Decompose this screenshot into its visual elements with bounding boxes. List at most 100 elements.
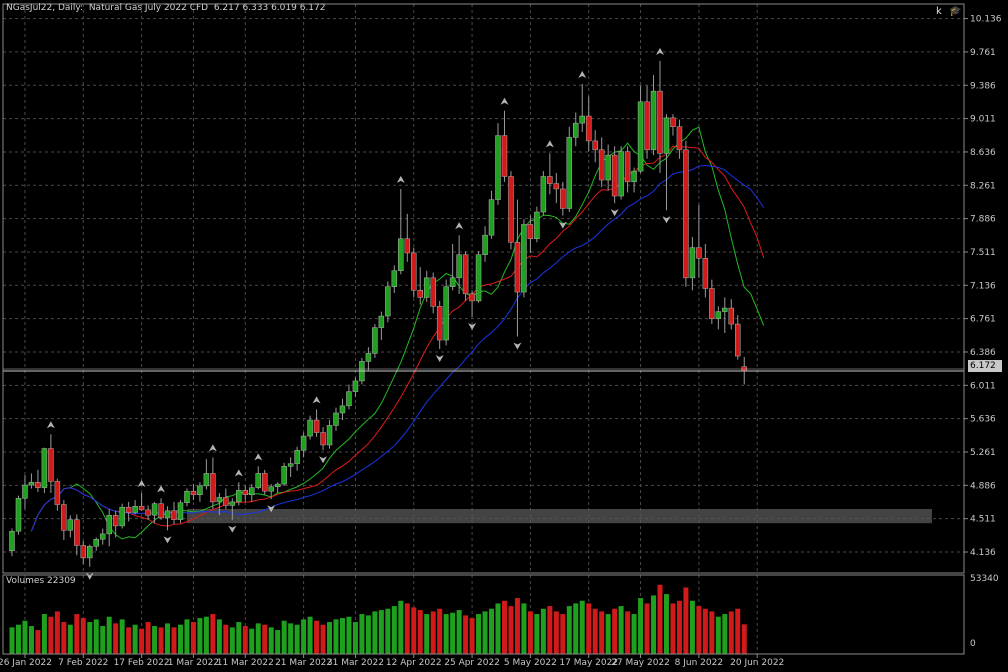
- current-price-tag: 6.172: [968, 360, 1002, 372]
- candle-body: [534, 211, 540, 239]
- candle-body: [184, 490, 190, 504]
- candle-body: [287, 463, 294, 467]
- volume-bar: [657, 584, 663, 654]
- candle-body: [164, 510, 171, 519]
- volume-bar: [534, 614, 540, 654]
- volume-bar: [197, 618, 203, 654]
- volume-bar: [171, 627, 177, 654]
- candle-body: [9, 530, 15, 552]
- candle-body: [112, 514, 119, 527]
- candle-body: [579, 115, 585, 124]
- candle-body: [624, 151, 631, 183]
- candle-body: [236, 490, 242, 503]
- volume-bar: [48, 616, 54, 654]
- candlesticks: [9, 60, 747, 567]
- candle-body: [696, 247, 702, 259]
- volume-bar: [553, 611, 559, 654]
- graduation-cap-icon[interactable]: 🎓: [948, 6, 962, 17]
- candle-body: [385, 286, 391, 317]
- fractal-down-marker: [662, 216, 671, 224]
- candle-body: [585, 115, 592, 142]
- candle-body: [709, 288, 715, 319]
- volume-bar: [35, 630, 41, 654]
- candle-body: [268, 486, 274, 492]
- volume-bar: [28, 626, 34, 654]
- candle-body: [611, 154, 618, 197]
- candle-body: [326, 425, 333, 446]
- volume-bar: [586, 603, 592, 654]
- volume-bar: [100, 626, 106, 654]
- volume-bar: [735, 608, 741, 654]
- price-tick-label: 8.636: [970, 148, 996, 158]
- candle-body: [423, 277, 430, 298]
- volume-bar: [372, 611, 378, 654]
- volume-tick-label: 0: [970, 639, 976, 649]
- candle-body: [106, 514, 112, 535]
- price-tick-label: 5.261: [970, 448, 996, 458]
- time-tick-label: 17 May 2022: [559, 658, 618, 668]
- volume-bar: [327, 622, 333, 654]
- volume-bar: [527, 611, 533, 654]
- candle-body: [618, 151, 624, 197]
- time-tick-label: 12 Apr 2022: [386, 658, 442, 668]
- volume-bar: [152, 626, 158, 654]
- volume-bar: [683, 587, 689, 654]
- volume-bar: [139, 628, 145, 654]
- time-tick-label: 7 Feb 2022: [58, 658, 108, 668]
- fractal-up-marker: [396, 175, 405, 183]
- volume-bar: [223, 624, 229, 654]
- fractal-up-marker: [208, 444, 217, 452]
- volume-bar: [288, 623, 294, 654]
- volume-bar: [404, 603, 410, 654]
- candle-body: [132, 506, 138, 513]
- one-click-trading[interactable]: k 🎓: [936, 6, 961, 17]
- candle-body: [261, 473, 268, 492]
- volume-bar: [398, 600, 404, 654]
- price-tick-label: 9.761: [970, 48, 996, 58]
- volume-bar: [579, 600, 585, 654]
- volume-bar: [702, 608, 708, 654]
- symbol-header: NGasJul22, Daily: Natural Gas July 2022 …: [6, 3, 326, 13]
- candle-body: [430, 277, 436, 307]
- price-tick-label: 4.511: [970, 515, 996, 525]
- candle-body: [462, 254, 469, 295]
- volume-bar: [339, 618, 345, 654]
- candle-body: [475, 254, 482, 302]
- candle-body: [177, 502, 184, 520]
- candle-body: [378, 315, 385, 328]
- volume-bar: [676, 600, 682, 654]
- fractal-up-marker: [500, 97, 509, 105]
- volume-bar: [268, 627, 274, 654]
- candle-body: [411, 252, 417, 291]
- fractal-down-marker: [163, 536, 172, 544]
- volume-bar: [391, 606, 397, 654]
- main-panel-border: [2, 3, 965, 574]
- fractal-down-marker: [267, 505, 276, 513]
- price-tick-label: 7.136: [970, 281, 996, 291]
- volume-bar: [501, 600, 507, 654]
- volume-tick-label: 53340: [970, 574, 999, 584]
- candle-body: [119, 506, 125, 527]
- candle-body: [54, 481, 61, 505]
- volume-bar: [87, 622, 93, 654]
- volume-bar: [605, 614, 611, 654]
- candle-body: [223, 497, 229, 506]
- volume-bar: [715, 616, 721, 654]
- volume-bar: [314, 620, 320, 654]
- fractal-down-marker: [435, 354, 444, 362]
- candle-body: [87, 546, 93, 559]
- candle-body: [125, 506, 132, 513]
- support-zone-rect: [186, 508, 932, 524]
- volume-bar: [106, 616, 112, 654]
- fractal-down-marker: [558, 221, 567, 229]
- volume-bar: [722, 614, 728, 654]
- volume-bar: [74, 614, 80, 654]
- candle-body: [592, 140, 598, 151]
- candle-body: [540, 176, 547, 213]
- candle-body: [398, 238, 404, 271]
- fractal-down-marker: [468, 322, 477, 330]
- candle-body: [28, 482, 35, 486]
- volume-bar: [281, 620, 287, 654]
